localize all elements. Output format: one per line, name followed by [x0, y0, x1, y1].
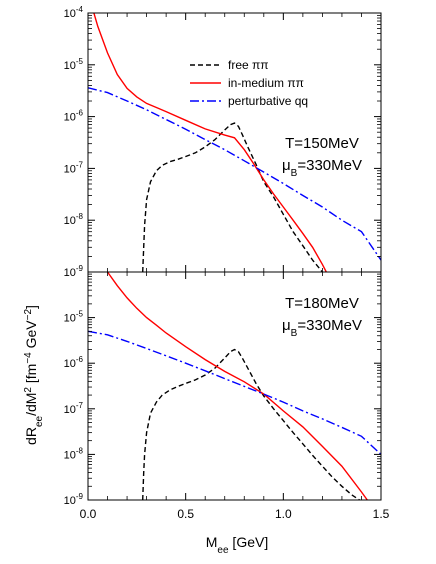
legend: free ππ in-medium ππ perturbative qq [190, 58, 308, 108]
x-tick-label: 0.5 [177, 507, 194, 521]
y-axis-label: dRee/dM2 [fm−4 GeV−2] [23, 305, 45, 445]
temperature-annotation: T=180MeV [285, 295, 359, 312]
y-tick-label: 10-9 [64, 264, 84, 279]
plot-frame [87, 271, 382, 501]
legend-label: free ππ [228, 58, 269, 72]
y-tick-label: 10-8 [64, 212, 84, 227]
x-axis-label: Mee [GeV] [206, 534, 268, 556]
series-line-free- [142, 122, 323, 272]
y-tick-label: 10-6 [64, 355, 84, 370]
y-tick-label: 10-9 [64, 492, 84, 507]
series-line-free- [142, 348, 360, 500]
y-tick-label: 10-5 [64, 57, 84, 72]
x-tick-label: 1.0 [275, 507, 292, 521]
y-tick-label: 10-4 [64, 5, 84, 20]
series-line-perturbative-qq [88, 87, 381, 261]
legend-label: in-medium ππ [228, 76, 304, 90]
top-panel: 10-9 10-8 10-7 10-6 10-5 10-4 T=150MeV μB=330Me… [64, 5, 382, 279]
x-tick-label: 1.5 [373, 507, 390, 521]
y-tick-label: 10-7 [64, 401, 84, 416]
bottom-panel: 10-9 10-8 10-7 10-6 10-5 T=180MeV μB=330MeV 0.0… [64, 271, 390, 521]
series-line-perturbative-qq [88, 330, 381, 455]
series-line-in-medium- [93, 13, 327, 272]
y-tick-label: 10-7 [64, 160, 84, 175]
y-tick-label: 10-5 [64, 310, 84, 325]
temperature-annotation: T=150MeV [285, 135, 359, 152]
legend-label: perturbative qq [228, 94, 308, 108]
y-tick-label: 10-6 [64, 109, 84, 124]
series-line-in-medium- [106, 272, 368, 500]
chemical-potential-annotation: μB=330MeV [282, 317, 362, 339]
y-tick-label: 10-8 [64, 446, 84, 461]
chemical-potential-annotation: μB=330MeV [282, 157, 362, 179]
x-tick-label: 0.0 [80, 507, 97, 521]
